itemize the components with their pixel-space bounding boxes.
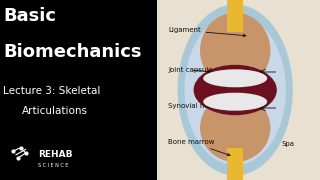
Text: Articulations: Articulations (22, 106, 88, 116)
FancyBboxPatch shape (157, 0, 320, 180)
FancyBboxPatch shape (227, 148, 243, 180)
Text: Biomechanics: Biomechanics (3, 43, 142, 61)
Ellipse shape (178, 4, 293, 176)
Text: Lecture 3: Skeletal: Lecture 3: Skeletal (3, 86, 100, 96)
Text: Synovial membrane: Synovial membrane (168, 99, 238, 109)
Ellipse shape (200, 13, 270, 88)
Text: REHAB: REHAB (38, 150, 73, 159)
Text: Basic: Basic (3, 7, 56, 25)
Ellipse shape (203, 69, 267, 87)
Text: Ligament: Ligament (168, 27, 246, 37)
Ellipse shape (203, 93, 267, 111)
FancyBboxPatch shape (227, 0, 243, 32)
Text: Bone marrow: Bone marrow (168, 139, 230, 156)
Ellipse shape (194, 65, 277, 115)
Text: S C I E N C E: S C I E N C E (38, 163, 69, 168)
Ellipse shape (185, 15, 286, 165)
Text: Spa: Spa (282, 141, 295, 147)
Text: Joint capsule: Joint capsule (168, 67, 212, 73)
Ellipse shape (200, 94, 270, 162)
